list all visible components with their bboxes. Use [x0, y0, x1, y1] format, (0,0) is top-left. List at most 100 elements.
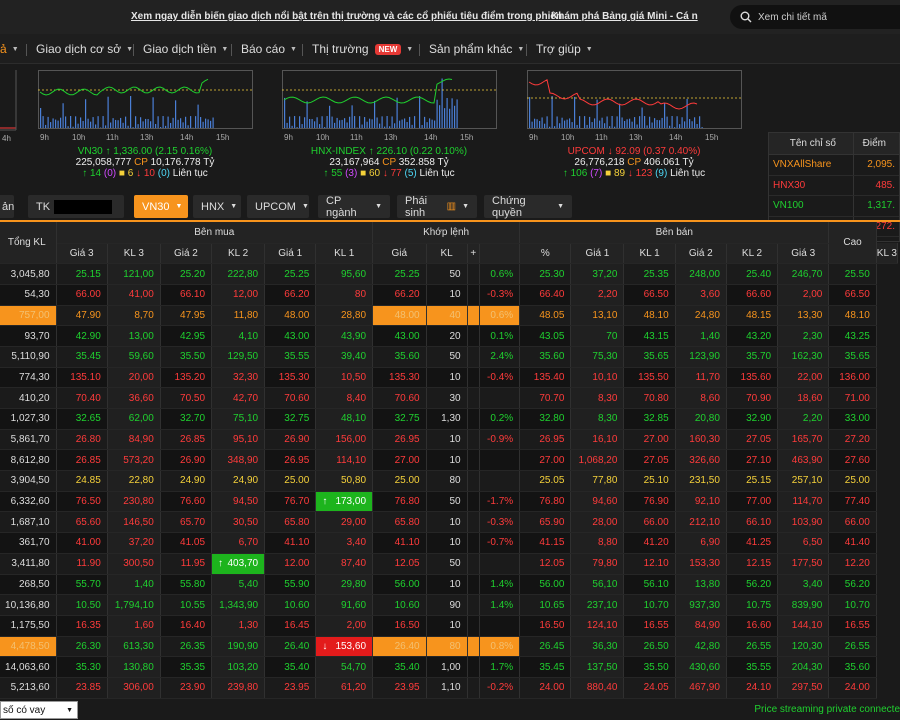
table-row[interactable]: 3,904,50 24.85 22,80 24.90 24,90 25.00 50,80 25…	[0, 470, 898, 492]
price-cell	[467, 594, 481, 616]
column-header[interactable]: Giá 1	[264, 243, 317, 265]
price-cell	[479, 470, 521, 492]
price-cell: 8,40	[315, 387, 374, 409]
price-cell: 130,80	[107, 656, 161, 678]
index-table-row[interactable]: VNXAllShare 2,095.	[769, 155, 899, 176]
table-row[interactable]: 410,20 70.40 36,60 70.50 42,70 70.60 8,40 70.60…	[0, 387, 898, 409]
search-input[interactable]: Xem chi tiết mã	[730, 5, 900, 29]
column-header[interactable]: Giá 3	[777, 243, 830, 265]
chevron-down-icon: ▼	[557, 203, 564, 210]
price-cell: 32.75	[372, 408, 427, 430]
tab-cp-ngành[interactable]: CP ngành ▼	[318, 195, 390, 219]
table-row[interactable]: 1,687,10 65.60 146,50 65.70 30,50 65.80 29,00 6…	[0, 511, 898, 534]
tab-label: Phái sinh	[405, 194, 428, 219]
table-row[interactable]: 93,70 42.90 13,00 42.95 4,10 43.00 43,90 43.00 2…	[0, 325, 898, 347]
price-cell: 32.70	[160, 408, 213, 430]
column-header[interactable]: Giá 2	[160, 243, 213, 265]
price-cell: 56.00	[519, 574, 572, 596]
price-cell: 35.45	[519, 656, 572, 678]
index-table-row[interactable]: VN100 1,317.	[769, 196, 899, 217]
tab-vn30[interactable]: VN30 ▼	[134, 195, 188, 218]
index-table-header: Tên chỉ số Điểm	[769, 133, 899, 155]
column-header[interactable]: %	[519, 243, 572, 265]
table-row[interactable]: 361,70 41.00 37,20 41.05 6,70 41.10 3,40 41.10 1…	[0, 532, 898, 554]
price-cell: 35.55	[726, 656, 779, 678]
price-cell: 177,50	[777, 553, 830, 575]
price-board: Tổng KL Bên mua Khớp lệnh Bên bán Cao Giá 3 KL…	[0, 220, 900, 700]
tab-chứng-quyền[interactable]: Chứng quyền ▼	[484, 195, 572, 219]
price-cell	[467, 408, 481, 430]
column-header[interactable]: Giá 2	[675, 243, 727, 265]
column-header[interactable]: KL 2	[211, 243, 266, 265]
price-cell: 43.15	[623, 325, 676, 347]
column-header[interactable]: KL 3	[107, 243, 161, 265]
price-cell: 77.40	[828, 491, 877, 513]
column-header[interactable]: Giá 1	[570, 243, 625, 265]
menu-item-bao-cao[interactable]: Báo cáo ▼	[241, 42, 297, 56]
column-header[interactable]: +	[467, 243, 481, 265]
table-row[interactable]: 5,110,90 35.45 59,60 35.50 129,50 35.55 39,40 3…	[0, 346, 898, 368]
table-row[interactable]: 757,00 47.90 8,70 47.95 11,80 48.00 28,80 48.00…	[0, 305, 898, 327]
table-row[interactable]: 268,50 55.70 1,40 55.80 5,40 55.90 29,80 56.00 1…	[0, 574, 898, 596]
index-summary-1[interactable]: HNX-INDEX ↑ 226.10 (0.22 0.10%) 23,167,96…	[279, 146, 499, 179]
price-cell: 84,90	[107, 429, 161, 451]
filter-select[interactable]: số có vay ▼	[0, 701, 78, 719]
price-cell: 35.65	[828, 346, 877, 368]
table-row[interactable]: 10,136,80 10.50 1,794,10 10.55 1,343,90 10.60…	[0, 594, 898, 616]
menu-item-thi-truong[interactable]: Thị trường NEW ▼	[312, 42, 414, 56]
price-cell: 50,80	[315, 470, 374, 492]
price-cell: 41,00	[107, 284, 161, 306]
news-link-1[interactable]: Xem ngay diễn biến giao dịch nổi bật trê…	[131, 11, 563, 22]
index-summary-0[interactable]: VN30 ↑ 1,336.00 (2.15 0.16%) 225,058,777 …	[35, 146, 255, 179]
menu-item-co-so[interactable]: Giao dịch cơ sở ▼	[36, 42, 134, 56]
index-table-row[interactable]: HNX30 485.	[769, 175, 899, 196]
table-row[interactable]: 14,063,60 35.30 130,80 35.35 103,20 35.40 54,7…	[0, 656, 898, 678]
menu-item-tien[interactable]: Giao dịch tiền ▼	[143, 42, 229, 56]
price-cell	[467, 263, 481, 285]
flat-count: 89	[613, 168, 626, 179]
tab-upcom[interactable]: UPCOM ▼	[247, 195, 309, 218]
column-header[interactable]	[479, 243, 521, 265]
price-cell: 22,80	[107, 470, 161, 492]
table-row[interactable]: 5,861,70 26.80 84,90 26.85 95,10 26.90 156,00 2…	[0, 429, 898, 451]
tab-tk[interactable]: TK	[28, 195, 124, 218]
menu-item-0[interactable]: ả ▼	[0, 42, 19, 56]
column-header[interactable]: Giá 3	[56, 243, 108, 265]
news-link-2[interactable]: Khám phá Bảng giá Mini - Cá n	[551, 11, 698, 22]
price-cell: 3,40	[777, 574, 830, 596]
price-cell: 0.1%	[479, 325, 521, 347]
tab-phái-sinh[interactable]: Phái sinh ▥ ▼	[397, 194, 477, 219]
table-row[interactable]: 3,411,80 11.90 300,50 11.95 ↑ 403,70 12.00 87,4…	[0, 553, 898, 575]
index-summary-2[interactable]: UPCOM ↓ 92.09 (0.37 0.40%) 26,776,218 CP …	[524, 146, 744, 179]
column-header[interactable]: KL 3	[876, 243, 899, 265]
price-cell: 32.80	[519, 408, 572, 430]
column-header[interactable]: Giá	[372, 243, 427, 265]
price-cell: 467,90	[675, 677, 727, 699]
price-cell: 2,30	[777, 325, 830, 347]
tab-ản[interactable]: ản	[0, 195, 14, 218]
price-cell: 26.90	[264, 429, 317, 451]
tab-hnx[interactable]: HNX ▼	[193, 195, 241, 218]
table-row[interactable]: 5,213,60 23.85 306,00 23.90 239,80 23.95 61,20…	[0, 677, 898, 699]
price-cell: 66.50	[623, 284, 676, 306]
column-header[interactable]: KL 1	[623, 243, 676, 265]
column-header[interactable]: KL 2	[726, 243, 779, 265]
column-header[interactable]: KL	[426, 243, 468, 265]
price-cell: 41.10	[264, 532, 317, 554]
table-row[interactable]: 8,612,80 26.85 573,20 26.90 348,90 26.95 114,1…	[0, 449, 898, 472]
table-row[interactable]: 1,175,50 16.35 1,60 16.40 1,30 16.45 2,00 16.50…	[0, 615, 898, 637]
price-cell: 300,50	[107, 553, 161, 575]
table-row[interactable]: 6,332,60 76.50 230,80 76.60 94,50 76.70 ↑ 173,0…	[0, 491, 898, 513]
table-row[interactable]: 3,045,80 25.15 121,00 25.20 222,80 25.25 95,60…	[0, 263, 898, 285]
table-row[interactable]: 774,30 135.10 20,00 135.20 32,30 135.30 10,50 1…	[0, 367, 898, 389]
price-cell: 11,70	[675, 367, 727, 389]
menu-item-tro-giup[interactable]: Trợ giúp ▼	[536, 42, 593, 56]
menu-item-san-pham[interactable]: Sản phẩm khác ▼	[429, 42, 525, 56]
table-row[interactable]: 54,30 66.00 41,00 66.10 12,00 66.20 80 66.20 10-…	[0, 284, 898, 306]
price-cell: 2,20	[570, 284, 625, 306]
price-cell: 103,20	[211, 656, 266, 678]
total-volume-cell: 93,70	[0, 325, 57, 347]
table-row[interactable]: 4,478,50 26.30 613,30 26.35 190,90 26.40 ↓ 153,…	[0, 636, 898, 658]
column-header[interactable]: KL 1	[315, 243, 374, 265]
table-row[interactable]: 1,027,30 32.65 62,00 32.70 75,10 32.75 48,10 32…	[0, 408, 898, 430]
